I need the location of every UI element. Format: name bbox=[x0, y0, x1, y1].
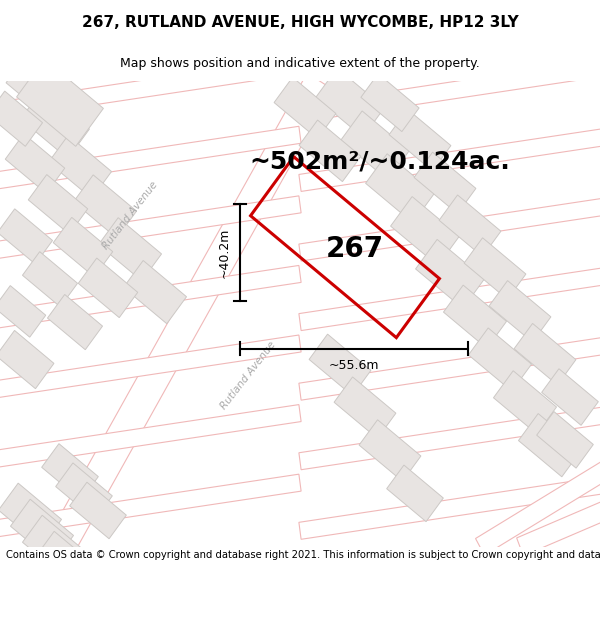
Polygon shape bbox=[542, 369, 598, 425]
Polygon shape bbox=[70, 482, 127, 539]
Text: 267, RUTLAND AVENUE, HIGH WYCOMBE, HP12 3LY: 267, RUTLAND AVENUE, HIGH WYCOMBE, HP12 … bbox=[82, 15, 518, 30]
Polygon shape bbox=[309, 334, 371, 396]
Polygon shape bbox=[0, 57, 301, 122]
Text: ~40.2m: ~40.2m bbox=[218, 228, 230, 278]
Polygon shape bbox=[299, 57, 600, 122]
Polygon shape bbox=[386, 465, 443, 522]
Text: Rutland Avenue: Rutland Avenue bbox=[101, 179, 160, 251]
Polygon shape bbox=[47, 294, 103, 350]
Polygon shape bbox=[476, 453, 600, 555]
Polygon shape bbox=[0, 91, 43, 146]
Polygon shape bbox=[78, 258, 138, 318]
Polygon shape bbox=[98, 217, 161, 281]
Polygon shape bbox=[359, 420, 421, 481]
Polygon shape bbox=[0, 286, 46, 337]
Polygon shape bbox=[391, 197, 460, 266]
Polygon shape bbox=[124, 261, 187, 324]
Polygon shape bbox=[0, 331, 54, 389]
Polygon shape bbox=[274, 78, 336, 139]
Text: ~55.6m: ~55.6m bbox=[329, 359, 379, 372]
Polygon shape bbox=[341, 111, 409, 180]
Polygon shape bbox=[361, 74, 419, 132]
Polygon shape bbox=[0, 209, 53, 264]
Polygon shape bbox=[389, 109, 451, 171]
Polygon shape bbox=[0, 335, 301, 400]
Polygon shape bbox=[416, 239, 484, 309]
Polygon shape bbox=[334, 377, 396, 439]
Polygon shape bbox=[10, 499, 74, 562]
Polygon shape bbox=[0, 266, 301, 331]
Polygon shape bbox=[22, 252, 77, 307]
Polygon shape bbox=[299, 474, 600, 539]
Polygon shape bbox=[5, 134, 65, 194]
Polygon shape bbox=[489, 281, 551, 342]
Polygon shape bbox=[299, 126, 600, 191]
Text: ~502m²/~0.124ac.: ~502m²/~0.124ac. bbox=[250, 149, 511, 174]
Polygon shape bbox=[316, 68, 385, 138]
Polygon shape bbox=[299, 196, 600, 261]
Polygon shape bbox=[464, 238, 526, 299]
Polygon shape bbox=[0, 126, 301, 191]
Polygon shape bbox=[34, 531, 98, 594]
Polygon shape bbox=[439, 195, 501, 256]
Text: Contains OS data © Crown copyright and database right 2021. This information is : Contains OS data © Crown copyright and d… bbox=[6, 550, 600, 560]
Polygon shape bbox=[22, 515, 86, 579]
Polygon shape bbox=[73, 175, 137, 238]
Polygon shape bbox=[514, 323, 576, 385]
Polygon shape bbox=[28, 174, 88, 234]
Polygon shape bbox=[49, 135, 112, 199]
Polygon shape bbox=[536, 411, 593, 468]
Text: 267: 267 bbox=[326, 235, 384, 263]
Polygon shape bbox=[299, 404, 600, 470]
Polygon shape bbox=[53, 217, 113, 277]
Polygon shape bbox=[0, 474, 301, 539]
Polygon shape bbox=[6, 58, 64, 116]
Polygon shape bbox=[0, 196, 301, 261]
Text: Rutland Avenue: Rutland Avenue bbox=[218, 340, 277, 411]
Polygon shape bbox=[47, 73, 333, 555]
Polygon shape bbox=[517, 495, 600, 556]
Polygon shape bbox=[17, 59, 103, 146]
Polygon shape bbox=[414, 152, 476, 214]
Polygon shape bbox=[299, 120, 361, 182]
Polygon shape bbox=[20, 89, 89, 159]
Polygon shape bbox=[469, 328, 532, 391]
Polygon shape bbox=[41, 444, 98, 500]
Polygon shape bbox=[56, 463, 112, 519]
Polygon shape bbox=[0, 483, 62, 546]
Polygon shape bbox=[493, 371, 557, 434]
Polygon shape bbox=[443, 285, 506, 348]
Polygon shape bbox=[299, 335, 600, 400]
Polygon shape bbox=[299, 266, 600, 331]
Polygon shape bbox=[365, 154, 434, 223]
Text: Map shows position and indicative extent of the property.: Map shows position and indicative extent… bbox=[120, 57, 480, 70]
Polygon shape bbox=[518, 414, 581, 477]
Polygon shape bbox=[0, 404, 301, 470]
